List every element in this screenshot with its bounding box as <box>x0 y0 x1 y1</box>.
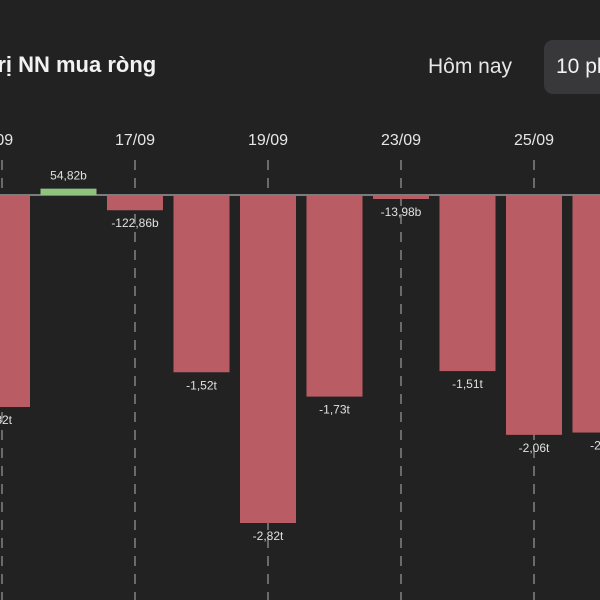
x-tick-label: 25/09 <box>514 132 554 149</box>
bar <box>0 196 30 408</box>
x-tick-label: 23/09 <box>381 132 421 149</box>
bar-value-label: -122,86b <box>111 216 159 230</box>
bar-value-label: 54,82b <box>50 169 87 183</box>
bar <box>506 196 562 435</box>
range-10min-tab[interactable]: 10 phút <box>544 40 600 94</box>
bar-value-label: -1,52t <box>186 378 217 392</box>
x-tick-label: /09 <box>0 132 13 149</box>
x-tick-label: 19/09 <box>248 132 288 149</box>
bar <box>240 196 296 523</box>
bar <box>107 196 163 211</box>
chart-title: trị NN mua ròng <box>0 52 157 77</box>
bar <box>439 196 496 372</box>
bar-value-label: -2,06t <box>519 441 550 455</box>
bar-value-label: -13,98b <box>381 205 422 219</box>
bar <box>173 196 230 373</box>
bar-value-label: -1,51t <box>452 377 483 391</box>
bar-value-label: -1,73t <box>319 403 350 417</box>
bar <box>373 196 429 199</box>
bar <box>306 196 363 397</box>
bar <box>40 188 97 195</box>
x-tick-label: 17/09 <box>115 132 155 149</box>
bar-value-label: -2,0 <box>590 439 600 453</box>
bar <box>572 196 600 433</box>
bar-value-label: .82t <box>0 413 13 427</box>
range-today-button[interactable]: Hôm nay <box>428 55 513 78</box>
bar-value-label: -2,82t <box>253 529 284 543</box>
